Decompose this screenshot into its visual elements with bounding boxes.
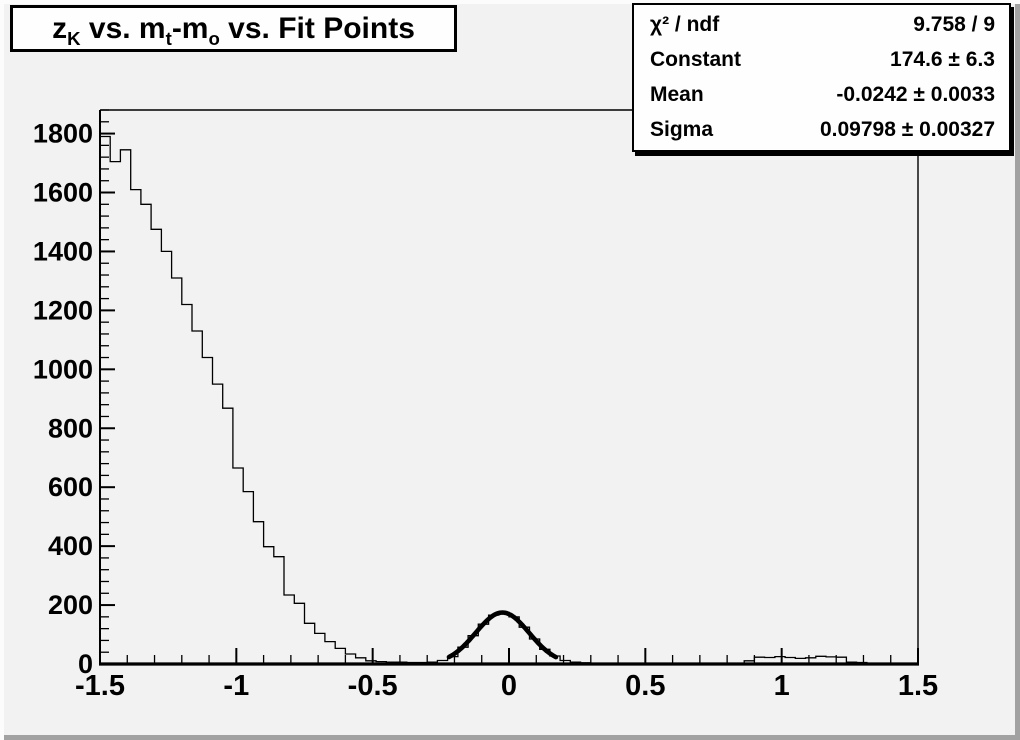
stat-label: χ² / ndf	[650, 12, 720, 36]
title-subscript: o	[208, 27, 220, 49]
y-tick-label: 1200	[33, 295, 93, 325]
x-tick-label: -1.5	[75, 670, 125, 702]
y-tick-label: 600	[48, 472, 93, 502]
stat-label: Constant	[650, 47, 741, 71]
x-tick-label: 0.5	[625, 670, 665, 702]
x-tick-label: 1	[774, 670, 790, 702]
y-tick-label: 0	[78, 649, 93, 679]
plot-title-box: zK vs. mt-mo vs. Fit Points	[10, 5, 457, 52]
y-tick-label: 400	[48, 531, 93, 561]
stat-label: Mean	[650, 83, 704, 107]
y-tick-label: 1600	[33, 178, 93, 208]
stats-box: χ² / ndf 9.758 / 9 Constant 174.6 ± 6.3 Mean…	[632, 3, 1011, 152]
title-segment: -m	[171, 11, 209, 45]
y-tick-label: 1400	[33, 236, 93, 266]
fit-curve	[446, 610, 559, 660]
stat-value: 9.758 / 9	[913, 12, 995, 36]
y-tick-label: 200	[48, 590, 93, 620]
stat-row: Sigma 0.09798 ± 0.00327	[634, 118, 1009, 142]
title-subscript: t	[165, 27, 172, 49]
title-segment: vs. m	[80, 11, 166, 45]
stat-value: 0.09798 ± 0.00327	[819, 118, 995, 142]
x-tick-label: -1	[223, 670, 249, 702]
stat-value: 174.6 ± 6.3	[890, 47, 995, 71]
histogram-line	[99, 135, 919, 665]
stat-label: Sigma	[650, 118, 714, 142]
x-tick-label: -0.5	[348, 670, 398, 702]
y-tick-label: 800	[48, 413, 93, 443]
stat-row: χ² / ndf 9.758 / 9	[634, 13, 1009, 37]
stat-row: Mean -0.0242 ± 0.0033	[634, 83, 1009, 107]
title-subscript: K	[67, 27, 81, 49]
title-segment: vs. Fit Points	[219, 11, 415, 45]
stat-value: -0.0242 ± 0.0033	[836, 83, 995, 107]
y-tick-label: 1000	[33, 354, 93, 384]
y-tick-label: 1800	[33, 119, 93, 149]
x-tick-label: 1.5	[898, 670, 938, 702]
stat-row: Constant 174.6 ± 6.3	[634, 48, 1009, 72]
plot-title: zK vs. mt-mo vs. Fit Points	[52, 11, 415, 49]
title-segment: z	[52, 11, 68, 45]
x-tick-label: 0	[501, 670, 517, 702]
